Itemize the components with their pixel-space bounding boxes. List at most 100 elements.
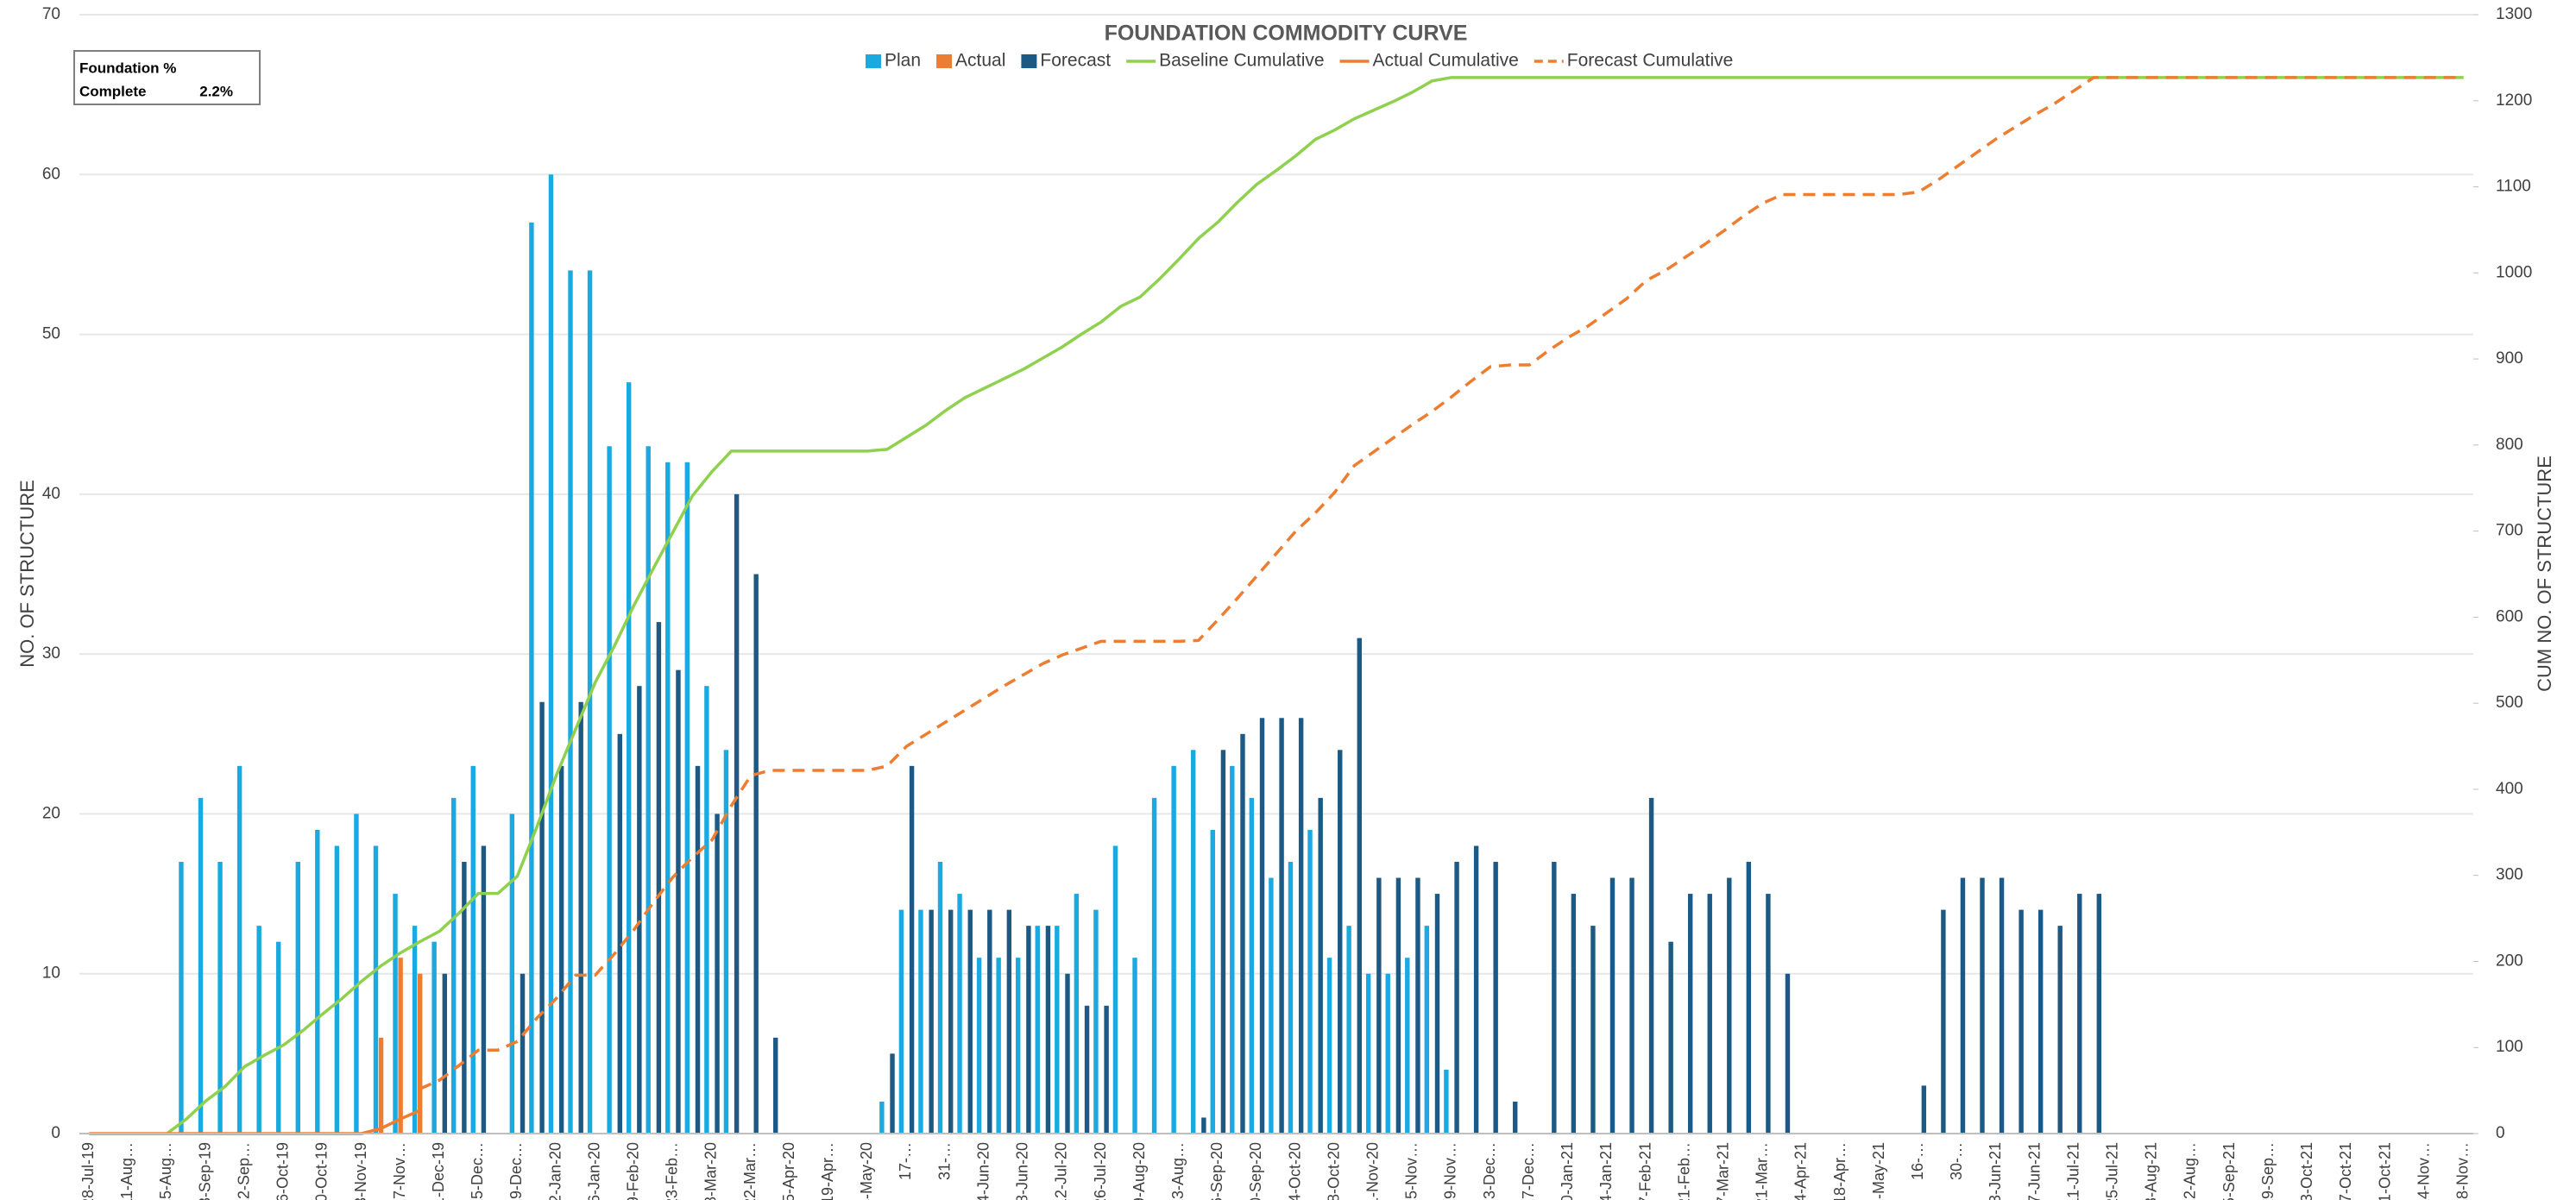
- y2-tick-label: 100: [2496, 1038, 2523, 1056]
- bar: [684, 462, 690, 1134]
- bar: [695, 765, 701, 1134]
- bar: [1112, 845, 1118, 1134]
- info-box-frame: [73, 50, 261, 105]
- bar: [1338, 750, 1343, 1134]
- x-tick-label: 8-Sep-19: [196, 1142, 213, 1200]
- bar: [398, 958, 403, 1134]
- y2-tick-label: 200: [2496, 952, 2523, 970]
- bar: [442, 973, 448, 1134]
- bar: [1240, 733, 1245, 1134]
- x-tick-label: 8-Mar-20: [702, 1142, 720, 1200]
- bar: [1279, 718, 1284, 1134]
- x-tick-label: 6-Sep-20: [1208, 1142, 1225, 1200]
- x-tick-label: 22-Sep…: [235, 1142, 252, 1200]
- bar: [450, 797, 457, 1134]
- x-tick-label: 15-Dec…: [469, 1142, 486, 1200]
- x-tick-label: 5-Sep-21: [2220, 1142, 2238, 1200]
- bar: [1434, 894, 1440, 1134]
- bar: [1609, 877, 1616, 1134]
- bar: [1132, 958, 1137, 1134]
- y-tick-label: 10: [42, 964, 60, 983]
- bar: [704, 686, 709, 1134]
- bar: [1318, 797, 1323, 1134]
- y2-tick-label: 0: [2496, 1124, 2505, 1142]
- x-tick-label: 20-Sep-20: [1247, 1142, 1264, 1200]
- bar: [1444, 1069, 1449, 1134]
- bar: [676, 669, 681, 1134]
- y-tick-label: 70: [42, 5, 60, 23]
- bar: [1210, 829, 1215, 1134]
- info-value: 2.2%: [199, 83, 233, 99]
- bar: [646, 446, 651, 1134]
- bar: [1687, 894, 1693, 1134]
- bars: [179, 174, 2102, 1134]
- x-tick-label: 13-Jun-21: [1987, 1142, 2004, 1200]
- x-tick-label: 31-…: [935, 1142, 953, 1180]
- bar: [1201, 1117, 1206, 1134]
- bar: [393, 894, 398, 1134]
- bar: [1727, 877, 1732, 1134]
- bar: [276, 941, 281, 1134]
- legend-label: Plan: [885, 51, 921, 71]
- bar: [412, 926, 418, 1134]
- x-tick-label: 5-Apr-20: [780, 1142, 797, 1200]
- bar: [1999, 877, 2005, 1134]
- x-tick-label: 30-…: [1948, 1142, 1965, 1180]
- x-tick-label: 11-Jul-21: [2064, 1142, 2082, 1200]
- x-tick-label: 6-Oct-19: [274, 1142, 292, 1200]
- bar: [1552, 862, 1557, 1134]
- y-axis-title: NO. OF STRUCTURE: [16, 480, 38, 668]
- x-tick-label: 17-Oct-21: [2337, 1142, 2354, 1200]
- x-tick-label: 15-Nov…: [1403, 1142, 1420, 1200]
- bar: [879, 1101, 885, 1134]
- bar: [617, 733, 622, 1134]
- bar: [1230, 765, 1235, 1134]
- bar: [1055, 926, 1060, 1134]
- bar: [937, 862, 943, 1134]
- x-tick-label: 23-Feb…: [664, 1142, 681, 1200]
- legend-swatch: [866, 54, 881, 68]
- bar: [1571, 894, 1577, 1134]
- y2-axis-title: CUM NO. OF STRUCTURE: [2534, 455, 2555, 692]
- bar: [1746, 862, 1752, 1134]
- y-tick-label: 50: [42, 325, 60, 343]
- y2-tick-label: 500: [2496, 694, 2523, 712]
- bar: [539, 701, 545, 1134]
- x-tick-label: 7-Feb-21: [1636, 1142, 1653, 1200]
- x-tick-label: 27-Dec…: [1520, 1142, 1537, 1200]
- bar: [1035, 926, 1040, 1134]
- legend-swatch: [936, 54, 953, 68]
- bar: [665, 462, 671, 1134]
- x-tick-label: 21-Feb…: [1675, 1142, 1692, 1200]
- x-tick-label: 7-Mar-21: [1714, 1142, 1731, 1200]
- y2-tick-label: 1000: [2496, 263, 2532, 281]
- y2-tick-label: 1300: [2496, 5, 2532, 23]
- bar: [1259, 718, 1265, 1134]
- x-tick-label: 22-Mar…: [741, 1142, 759, 1200]
- bar: [2096, 894, 2102, 1134]
- bar: [948, 909, 954, 1134]
- bar: [1980, 877, 1985, 1134]
- x-tick-label: 26-Jan-20: [585, 1142, 602, 1200]
- bar: [929, 909, 934, 1134]
- bar: [607, 446, 612, 1134]
- bar: [1065, 973, 1070, 1134]
- bar: [715, 814, 720, 1134]
- bar: [236, 765, 242, 1134]
- bar: [753, 574, 759, 1134]
- info-line: Foundation %: [79, 60, 176, 76]
- x-tick-label: 4-Oct-20: [1286, 1142, 1303, 1200]
- bar: [967, 909, 973, 1134]
- bar: [1016, 958, 1021, 1134]
- x-tick-label: 1-Dec-19: [430, 1142, 447, 1200]
- bar: [723, 750, 729, 1134]
- bar: [918, 909, 923, 1134]
- bar: [520, 973, 526, 1134]
- x-tick-label: 3-May-20: [858, 1142, 875, 1200]
- bar: [1074, 894, 1080, 1134]
- x-tick-label: 14-Nov…: [2415, 1142, 2432, 1200]
- bar: [898, 909, 904, 1134]
- bar: [1785, 973, 1791, 1134]
- y2-tick-label: 1200: [2496, 91, 2532, 110]
